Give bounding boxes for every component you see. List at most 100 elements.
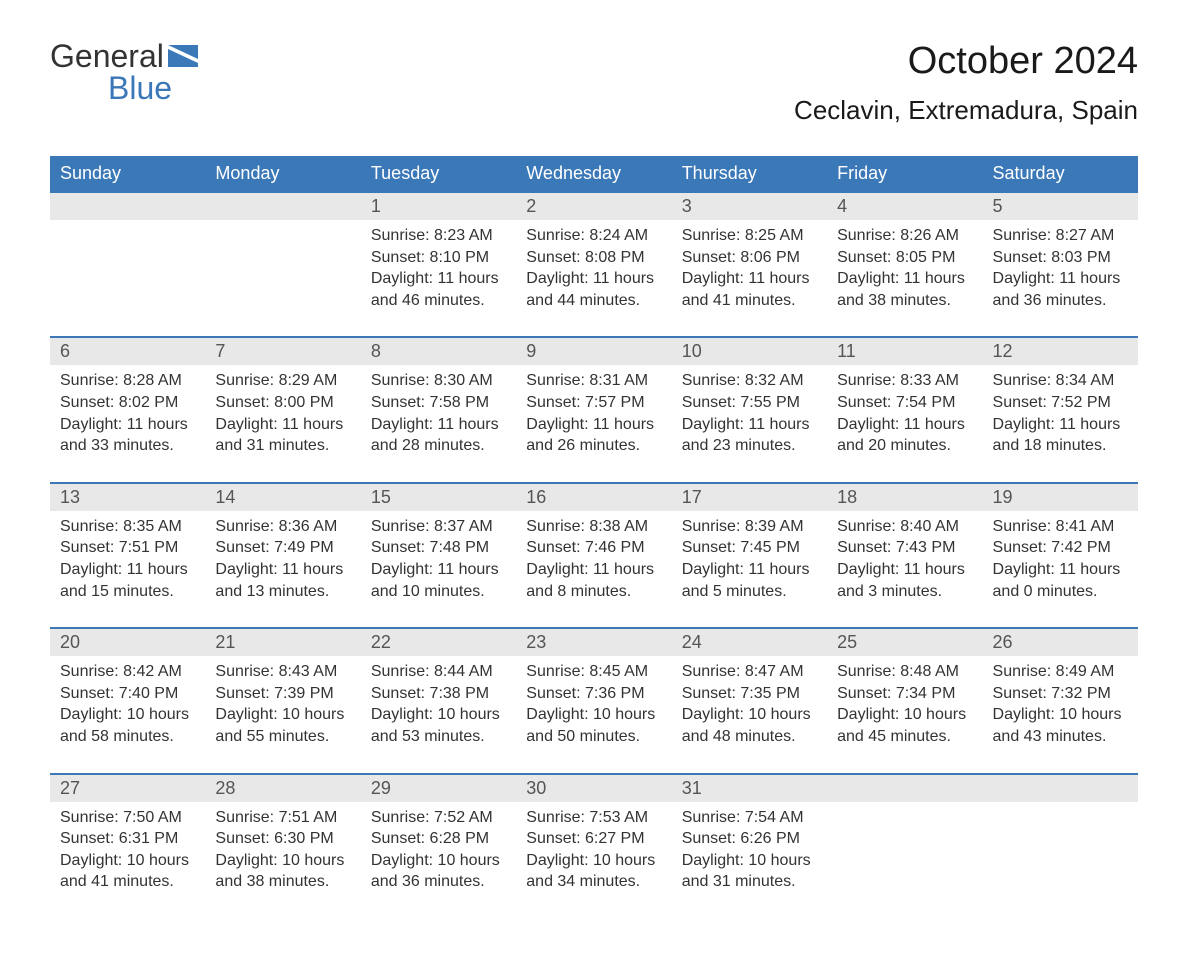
day-number-cell: 18 (827, 483, 982, 511)
day-content: Sunrise: 8:33 AMSunset: 7:54 PMDaylight:… (827, 365, 982, 481)
day-cell: Sunrise: 7:54 AMSunset: 6:26 PMDaylight:… (672, 802, 827, 918)
day-cell (827, 802, 982, 918)
day-cell: Sunrise: 7:52 AMSunset: 6:28 PMDaylight:… (361, 802, 516, 918)
day-content: Sunrise: 8:47 AMSunset: 7:35 PMDaylight:… (672, 656, 827, 772)
calendar-table: Sunday Monday Tuesday Wednesday Thursday… (50, 156, 1138, 918)
day-content: Sunrise: 8:24 AMSunset: 8:08 PMDaylight:… (516, 220, 671, 336)
day-cell: Sunrise: 8:44 AMSunset: 7:38 PMDaylight:… (361, 656, 516, 773)
day-number-cell: 6 (50, 337, 205, 365)
week-number-row: 12345 (50, 192, 1138, 220)
day-content: Sunrise: 8:23 AMSunset: 8:10 PMDaylight:… (361, 220, 516, 336)
day-cell: Sunrise: 8:42 AMSunset: 7:40 PMDaylight:… (50, 656, 205, 773)
day-number-cell: 1 (361, 192, 516, 220)
week-number-row: 2728293031 (50, 774, 1138, 802)
day-header-row: Sunday Monday Tuesday Wednesday Thursday… (50, 156, 1138, 192)
day-number-cell: 30 (516, 774, 671, 802)
day-number-cell: 21 (205, 628, 360, 656)
title-block: October 2024 Ceclavin, Extremadura, Spai… (794, 40, 1138, 126)
logo: General Blue (50, 40, 198, 104)
logo-top-row: General (50, 40, 198, 72)
day-content: Sunrise: 7:52 AMSunset: 6:28 PMDaylight:… (361, 802, 516, 918)
day-number-cell: 14 (205, 483, 360, 511)
day-content: Sunrise: 8:34 AMSunset: 7:52 PMDaylight:… (983, 365, 1138, 481)
day-cell (50, 220, 205, 337)
week-content-row: Sunrise: 8:28 AMSunset: 8:02 PMDaylight:… (50, 365, 1138, 482)
logo-flag-icon (168, 45, 198, 67)
day-header-saturday: Saturday (983, 156, 1138, 192)
day-number-cell: 25 (827, 628, 982, 656)
day-number-cell: 17 (672, 483, 827, 511)
day-cell: Sunrise: 8:33 AMSunset: 7:54 PMDaylight:… (827, 365, 982, 482)
day-content: Sunrise: 7:54 AMSunset: 6:26 PMDaylight:… (672, 802, 827, 918)
day-number-cell: 3 (672, 192, 827, 220)
day-content: Sunrise: 8:27 AMSunset: 8:03 PMDaylight:… (983, 220, 1138, 336)
day-content: Sunrise: 8:41 AMSunset: 7:42 PMDaylight:… (983, 511, 1138, 627)
day-content: Sunrise: 8:37 AMSunset: 7:48 PMDaylight:… (361, 511, 516, 627)
day-content (983, 802, 1138, 854)
day-content: Sunrise: 8:26 AMSunset: 8:05 PMDaylight:… (827, 220, 982, 336)
day-number-cell: 26 (983, 628, 1138, 656)
day-cell: Sunrise: 7:50 AMSunset: 6:31 PMDaylight:… (50, 802, 205, 918)
day-content: Sunrise: 8:49 AMSunset: 7:32 PMDaylight:… (983, 656, 1138, 772)
logo-text-blue: Blue (50, 72, 198, 104)
day-content: Sunrise: 7:53 AMSunset: 6:27 PMDaylight:… (516, 802, 671, 918)
header: General Blue October 2024 Ceclavin, Extr… (50, 40, 1138, 126)
day-cell: Sunrise: 8:47 AMSunset: 7:35 PMDaylight:… (672, 656, 827, 773)
day-content (50, 220, 205, 272)
day-cell: Sunrise: 8:28 AMSunset: 8:02 PMDaylight:… (50, 365, 205, 482)
day-cell: Sunrise: 7:53 AMSunset: 6:27 PMDaylight:… (516, 802, 671, 918)
day-cell: Sunrise: 8:31 AMSunset: 7:57 PMDaylight:… (516, 365, 671, 482)
day-content: Sunrise: 8:30 AMSunset: 7:58 PMDaylight:… (361, 365, 516, 481)
day-number-cell: 11 (827, 337, 982, 365)
day-cell: Sunrise: 8:34 AMSunset: 7:52 PMDaylight:… (983, 365, 1138, 482)
day-cell: Sunrise: 8:41 AMSunset: 7:42 PMDaylight:… (983, 511, 1138, 628)
day-content: Sunrise: 8:25 AMSunset: 8:06 PMDaylight:… (672, 220, 827, 336)
day-content: Sunrise: 8:28 AMSunset: 8:02 PMDaylight:… (50, 365, 205, 481)
day-content: Sunrise: 8:43 AMSunset: 7:39 PMDaylight:… (205, 656, 360, 772)
day-number-cell: 16 (516, 483, 671, 511)
week-content-row: Sunrise: 8:42 AMSunset: 7:40 PMDaylight:… (50, 656, 1138, 773)
day-number-cell (205, 192, 360, 220)
week-number-row: 6789101112 (50, 337, 1138, 365)
day-content: Sunrise: 8:44 AMSunset: 7:38 PMDaylight:… (361, 656, 516, 772)
day-content: Sunrise: 8:42 AMSunset: 7:40 PMDaylight:… (50, 656, 205, 772)
day-number-cell: 5 (983, 192, 1138, 220)
day-cell: Sunrise: 8:48 AMSunset: 7:34 PMDaylight:… (827, 656, 982, 773)
month-title: October 2024 (794, 40, 1138, 83)
day-content: Sunrise: 8:32 AMSunset: 7:55 PMDaylight:… (672, 365, 827, 481)
day-header-thursday: Thursday (672, 156, 827, 192)
day-number-cell: 31 (672, 774, 827, 802)
day-content: Sunrise: 8:35 AMSunset: 7:51 PMDaylight:… (50, 511, 205, 627)
day-content (205, 220, 360, 272)
day-cell: Sunrise: 8:39 AMSunset: 7:45 PMDaylight:… (672, 511, 827, 628)
day-number-cell: 13 (50, 483, 205, 511)
day-content: Sunrise: 8:40 AMSunset: 7:43 PMDaylight:… (827, 511, 982, 627)
day-cell: Sunrise: 8:27 AMSunset: 8:03 PMDaylight:… (983, 220, 1138, 337)
day-content: Sunrise: 8:39 AMSunset: 7:45 PMDaylight:… (672, 511, 827, 627)
week-number-row: 20212223242526 (50, 628, 1138, 656)
day-cell: Sunrise: 8:38 AMSunset: 7:46 PMDaylight:… (516, 511, 671, 628)
day-number-cell: 20 (50, 628, 205, 656)
day-cell: Sunrise: 8:37 AMSunset: 7:48 PMDaylight:… (361, 511, 516, 628)
day-cell: Sunrise: 8:23 AMSunset: 8:10 PMDaylight:… (361, 220, 516, 337)
day-cell: Sunrise: 8:45 AMSunset: 7:36 PMDaylight:… (516, 656, 671, 773)
day-number-cell: 19 (983, 483, 1138, 511)
week-content-row: Sunrise: 7:50 AMSunset: 6:31 PMDaylight:… (50, 802, 1138, 918)
day-cell: Sunrise: 8:35 AMSunset: 7:51 PMDaylight:… (50, 511, 205, 628)
day-cell (983, 802, 1138, 918)
day-cell (205, 220, 360, 337)
day-header-monday: Monday (205, 156, 360, 192)
day-content: Sunrise: 8:31 AMSunset: 7:57 PMDaylight:… (516, 365, 671, 481)
day-number-cell: 10 (672, 337, 827, 365)
day-header-sunday: Sunday (50, 156, 205, 192)
day-number-cell: 8 (361, 337, 516, 365)
day-number-cell: 7 (205, 337, 360, 365)
day-cell: Sunrise: 8:24 AMSunset: 8:08 PMDaylight:… (516, 220, 671, 337)
day-content: Sunrise: 8:48 AMSunset: 7:34 PMDaylight:… (827, 656, 982, 772)
day-content: Sunrise: 7:50 AMSunset: 6:31 PMDaylight:… (50, 802, 205, 918)
logo-text-general: General (50, 40, 164, 72)
day-number-cell: 9 (516, 337, 671, 365)
location-subtitle: Ceclavin, Extremadura, Spain (794, 95, 1138, 126)
day-header-wednesday: Wednesday (516, 156, 671, 192)
day-number-cell: 22 (361, 628, 516, 656)
